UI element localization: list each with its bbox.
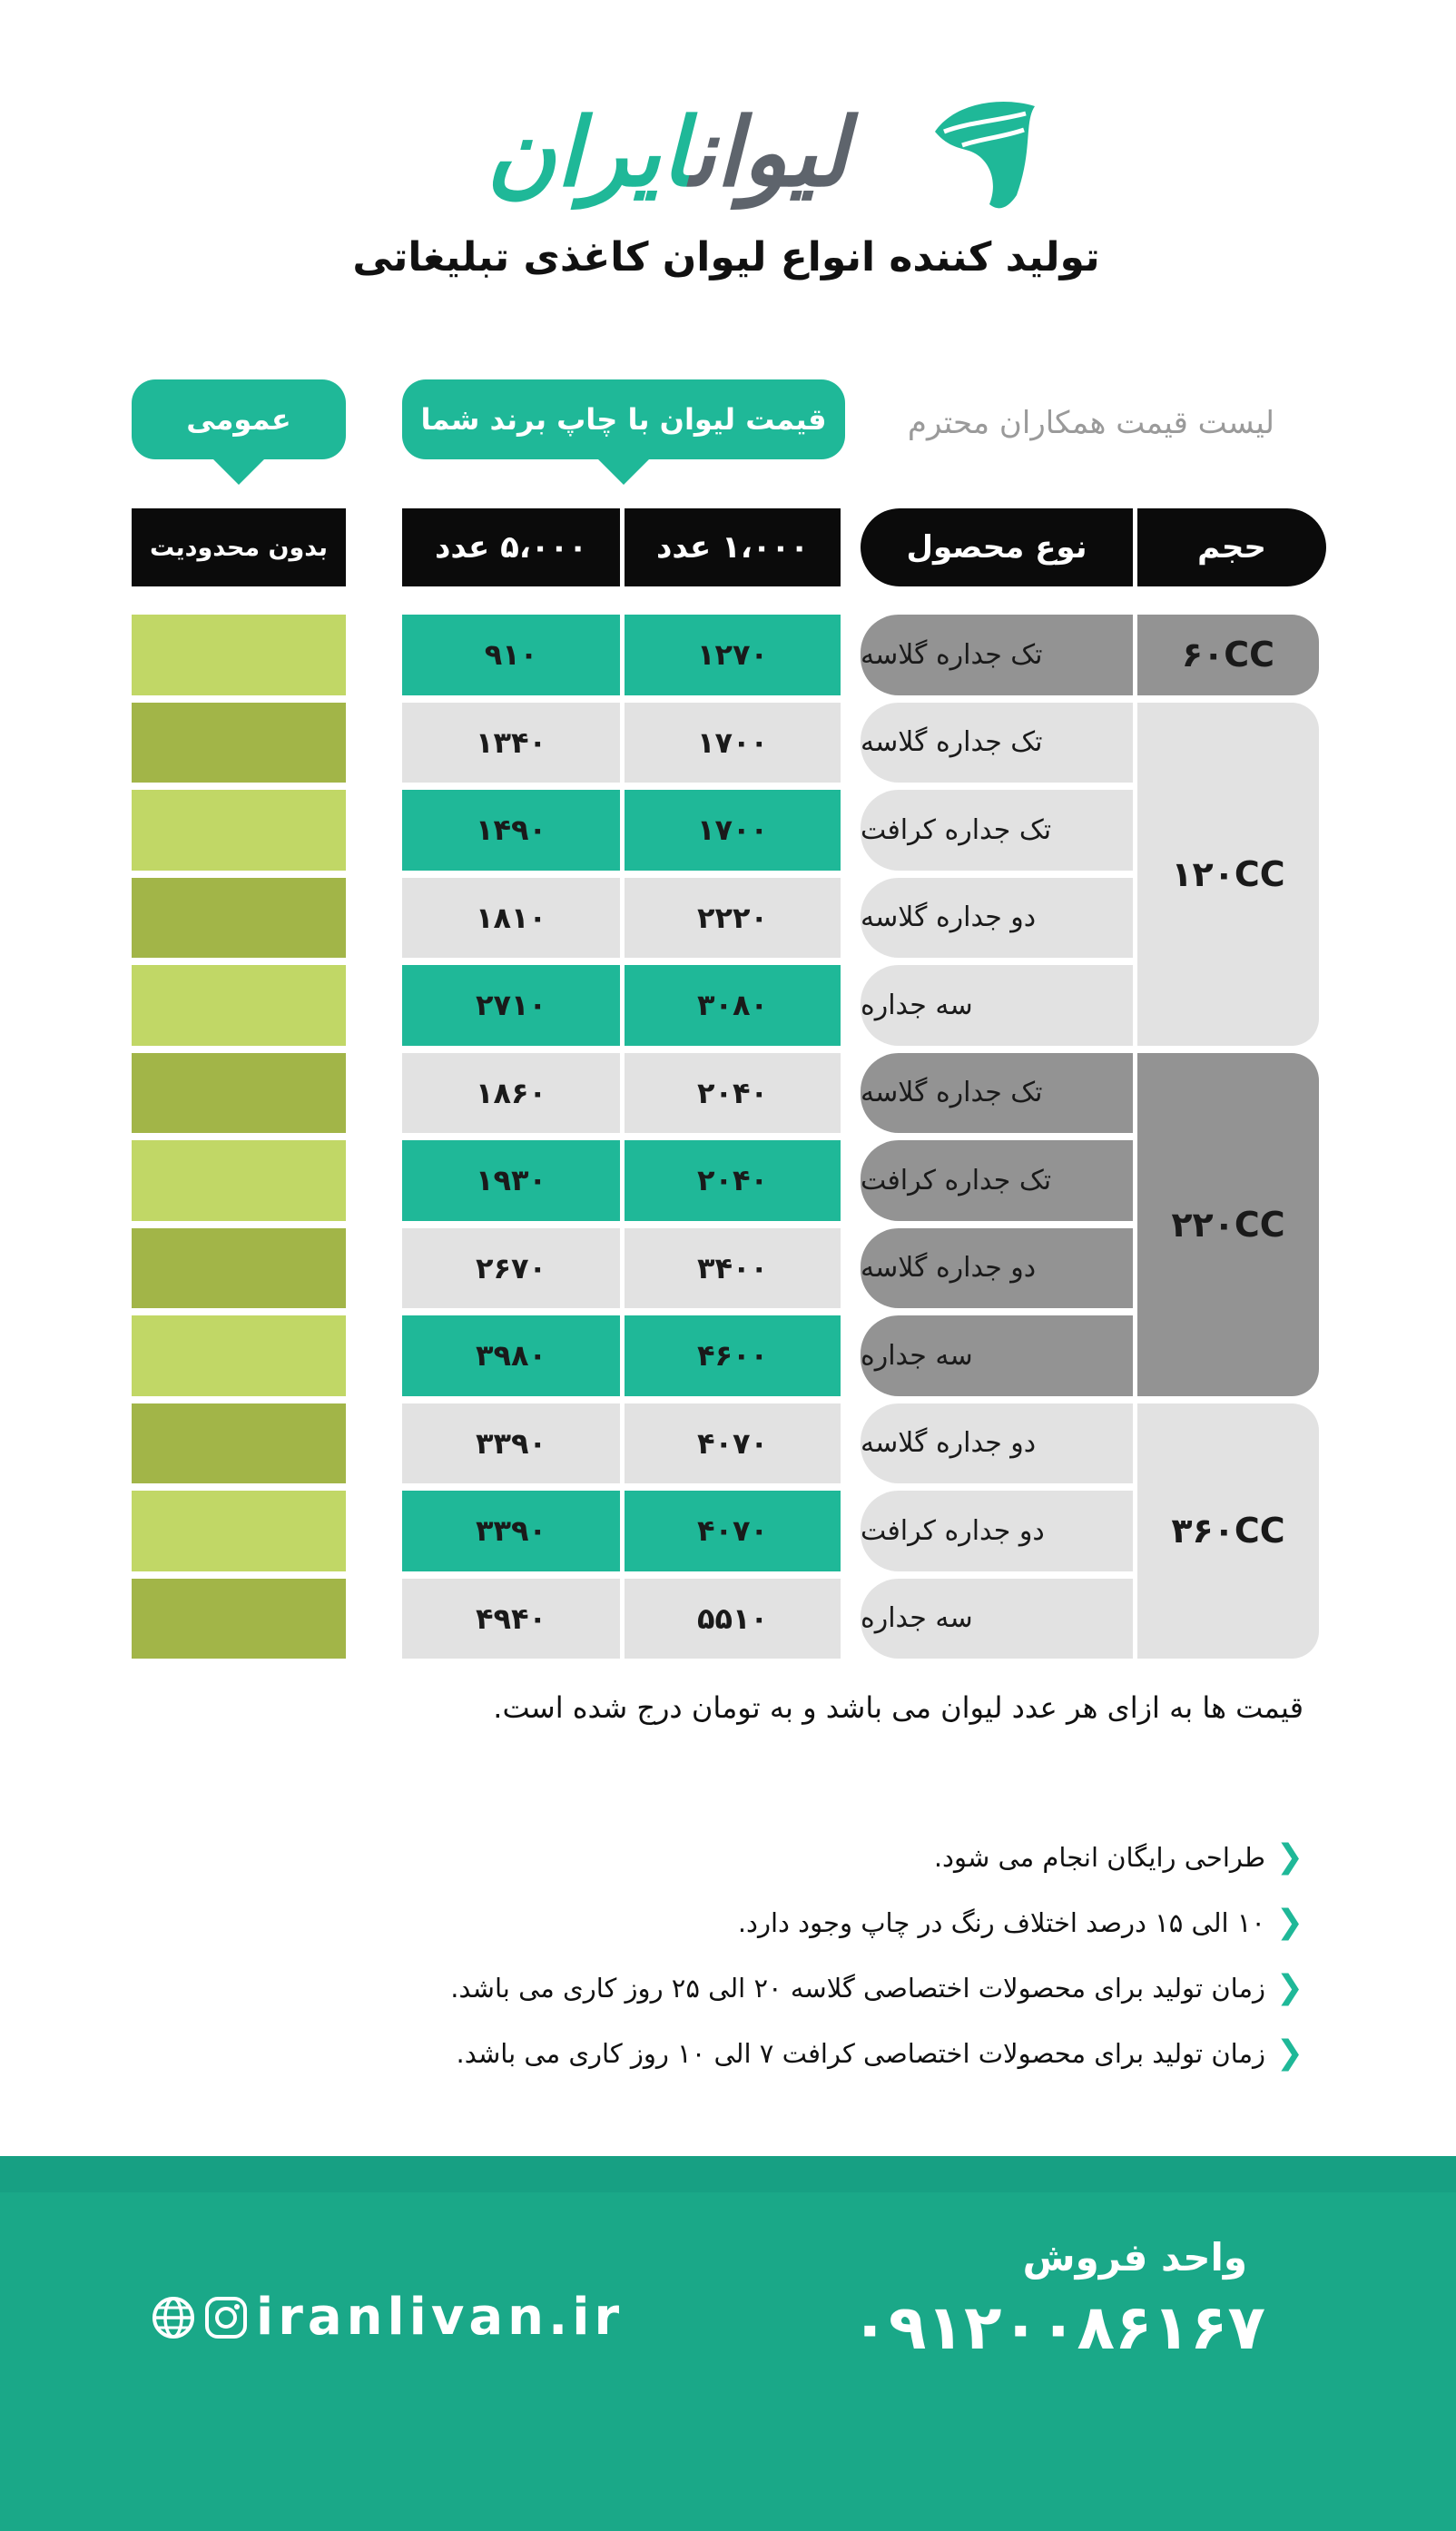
- product-type-cell: تک جداره گلاسه: [861, 1052, 1133, 1133]
- price-list-caption: لیست قیمت همکاران محترم: [907, 405, 1274, 441]
- price-1000-cell: ۳۴۰۰: [625, 1227, 841, 1308]
- product-type-cell: دو جداره گلاسه: [861, 1227, 1133, 1308]
- price-1000-cell: ۲۰۴۰: [625, 1140, 841, 1221]
- price-1000-cell: ۴۰۷۰: [625, 1403, 841, 1483]
- header-product-type: نوع محصول: [861, 508, 1133, 586]
- price-5000-cell: ۲۶۷۰: [402, 1227, 620, 1308]
- size-cell: ۶۰CC: [1137, 615, 1319, 695]
- price-1000-cell: ۱۲۷۰: [625, 615, 841, 695]
- brand-wordmark: لیوانایران: [413, 103, 921, 202]
- product-type-cell: سه جداره: [861, 1578, 1133, 1659]
- product-type-cell: سه جداره: [861, 1315, 1133, 1396]
- general-price-cell: [132, 1403, 346, 1483]
- price-5000-cell: ۱۳۴۰: [402, 702, 620, 783]
- brand-word-iran: ایران: [487, 97, 693, 208]
- price-5000-cell: ۲۷۱۰: [402, 965, 620, 1046]
- price-note: قیمت ها به ازای هر عدد لیوان می باشد و ب…: [493, 1690, 1304, 1725]
- price-1000-cell: ۲۲۲۰: [625, 877, 841, 958]
- price-1000-cell: ۴۰۷۰: [625, 1491, 841, 1571]
- header-qty-1000: ۱،۰۰۰ عدد: [625, 508, 841, 586]
- brand-word-livan: لیوان: [689, 97, 851, 208]
- note-item: ❮ زمان تولید برای محصولات اختصاصی گلاسه ۲…: [450, 1969, 1304, 2006]
- chevron-left-icon: ❮: [1275, 1969, 1304, 2006]
- product-type-cell: سه جداره: [861, 965, 1133, 1046]
- general-price-cell: [132, 1491, 346, 1571]
- chevron-left-icon: ❮: [1275, 1904, 1304, 1941]
- general-price-cell: [132, 1578, 346, 1659]
- sales-phone[interactable]: ۰۹۱۲۰۰۸۶۱۶۷: [851, 2292, 1265, 2364]
- price-1000-cell: ۲۰۴۰: [625, 1052, 841, 1133]
- leaf-logo-icon: [935, 102, 1035, 209]
- price-1000-cell: ۱۷۰۰: [625, 790, 841, 871]
- product-type-cell: دو جداره گلاسه: [861, 1403, 1133, 1483]
- price-5000-cell: ۹۱۰: [402, 615, 620, 695]
- note-item: ❮ زمان تولید برای محصولات اختصاصی کرافت ۷…: [456, 2034, 1304, 2072]
- general-group-label: عمومی: [132, 379, 346, 485]
- price-1000-cell: ۳۰۸۰: [625, 965, 841, 1046]
- price-5000-cell: ۱۸۱۰: [402, 877, 620, 958]
- chevron-left-icon: ❮: [1275, 1838, 1304, 1876]
- sales-unit-label: واحد فروش: [1022, 2235, 1247, 2280]
- general-price-cell: [132, 790, 346, 871]
- general-price-cell: [132, 1227, 346, 1308]
- price-5000-cell: ۴۹۴۰: [402, 1578, 620, 1659]
- product-type-cell: تک جداره گلاسه: [861, 615, 1133, 695]
- price-1000-cell: ۴۶۰۰: [625, 1315, 841, 1396]
- product-type-cell: دو جداره گلاسه: [861, 877, 1133, 958]
- size-cell: ۱۲۰CC: [1137, 702, 1319, 1046]
- general-price-cell: [132, 965, 346, 1046]
- footer-band: [0, 2156, 1456, 2192]
- price-5000-cell: ۳۳۹۰: [402, 1491, 620, 1571]
- size-cell: ۲۲۰CC: [1137, 1052, 1319, 1396]
- product-type-cell: دو جداره کرافت: [861, 1491, 1133, 1571]
- price-5000-cell: ۱۴۹۰: [402, 790, 620, 871]
- product-type-cell: تک جداره گلاسه: [861, 702, 1133, 783]
- header-unlimited: بدون محدودیت: [132, 508, 346, 586]
- instagram-icon: [205, 2296, 247, 2339]
- chevron-left-icon: ❮: [1275, 2034, 1304, 2072]
- price-1000-cell: ۵۵۱۰: [625, 1578, 841, 1659]
- price-5000-cell: ۳۹۸۰: [402, 1315, 620, 1396]
- product-type-cell: تک جداره کرافت: [861, 790, 1133, 871]
- price-1000-cell: ۱۷۰۰: [625, 702, 841, 783]
- note-item: ❮ طراحی رایگان انجام می شود.: [933, 1838, 1304, 1876]
- header-qty-5000: ۵،۰۰۰ عدد: [402, 508, 620, 586]
- general-price-cell: [132, 1315, 346, 1396]
- globe-icon: [152, 2296, 194, 2339]
- size-cell: ۳۶۰CC: [1137, 1403, 1319, 1659]
- general-price-cell: [132, 877, 346, 958]
- general-price-cell: [132, 1052, 346, 1133]
- price-5000-cell: ۱۸۶۰: [402, 1052, 620, 1133]
- print-price-group-label: قیمت لیوان با چاپ برند شما: [402, 379, 845, 485]
- website-link[interactable]: iranlivan.ir: [151, 2288, 624, 2347]
- footer: [0, 2156, 1456, 2531]
- brand-logo: لیوانایران: [413, 95, 1048, 213]
- general-price-cell: [132, 1140, 346, 1221]
- price-5000-cell: ۱۹۳۰: [402, 1140, 620, 1221]
- notes-list: ❮ طراحی رایگان انجام می شود. ❮ ۱۰ الی ۱۵ د…: [450, 1825, 1304, 2086]
- header-size: حجم: [1137, 508, 1326, 586]
- price-5000-cell: ۳۳۹۰: [402, 1403, 620, 1483]
- product-type-cell: تک جداره کرافت: [861, 1140, 1133, 1221]
- general-price-cell: [132, 702, 346, 783]
- general-price-cell: [132, 615, 346, 695]
- tagline: تولید کننده انواع لیوان کاغذی تبلیغاتی: [352, 234, 1100, 281]
- website-url[interactable]: iranlivan.ir: [256, 2288, 625, 2347]
- note-item: ❮ ۱۰ الی ۱۵ درصد اختلاف رنگ در چاپ وجود د…: [737, 1904, 1304, 1941]
